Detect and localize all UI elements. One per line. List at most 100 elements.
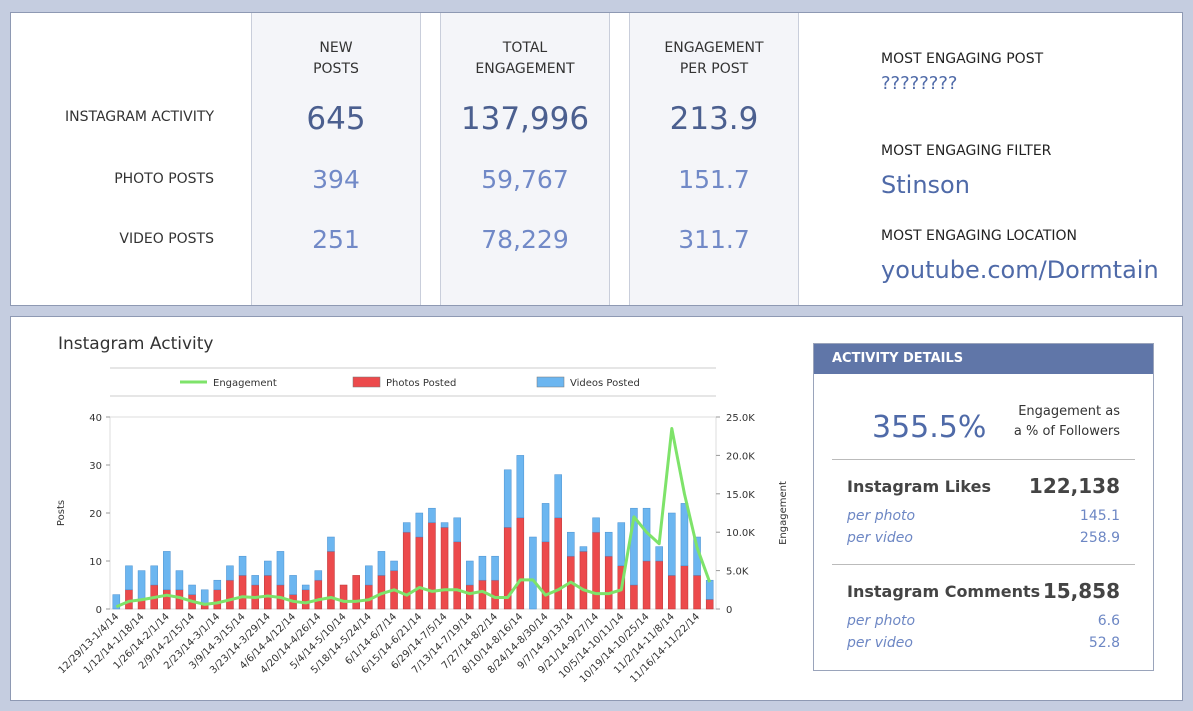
bar	[163, 551, 171, 591]
y2-tick-label: 10.0K	[726, 528, 755, 539]
line	[115, 427, 712, 609]
y-tick-label: 20	[89, 509, 102, 520]
bar	[541, 503, 550, 543]
bar	[125, 565, 133, 591]
bar	[453, 541, 461, 610]
bar	[630, 584, 638, 610]
rate-label-line: Engagement as	[1018, 404, 1120, 419]
bar	[693, 575, 701, 610]
bar	[579, 551, 588, 610]
rate-value: 355.5%	[872, 410, 987, 445]
bar	[541, 541, 550, 610]
row-value: 145.1	[1079, 508, 1120, 524]
bar	[554, 517, 562, 610]
highlight-label: MOST ENGAGING LOCATION	[881, 228, 1077, 244]
bar	[402, 522, 411, 533]
bar	[491, 579, 499, 610]
rate-label-line: a % of Followers	[1013, 424, 1120, 439]
bar	[314, 579, 323, 610]
plot-area	[109, 416, 717, 610]
bar	[478, 555, 487, 581]
row-labels: INSTAGRAM ACTIVITY PHOTO POSTS VIDEO POSTS	[11, 13, 214, 305]
bar	[213, 579, 222, 591]
row-label: per photo	[847, 508, 916, 524]
bar	[213, 589, 222, 610]
column-header: ENGAGEMENT PER POST	[630, 38, 798, 80]
metric-value: 59,767	[481, 165, 569, 194]
row-label: per video	[847, 530, 913, 546]
bar	[642, 560, 651, 610]
header-line: PER POST	[679, 61, 749, 77]
bar	[604, 531, 613, 557]
metric-value: 78,229	[481, 225, 569, 254]
bar	[402, 531, 411, 610]
legend-label: Photos Posted	[386, 378, 456, 389]
bar	[301, 589, 310, 610]
header-line: POSTS	[313, 61, 359, 77]
bar	[377, 551, 386, 576]
y2-tick-label: 0	[726, 605, 732, 616]
bar	[604, 555, 613, 610]
bar	[415, 536, 424, 610]
bar	[175, 570, 184, 591]
row-label: per video	[847, 635, 913, 651]
metric-value: 151.7	[678, 165, 750, 194]
bar	[668, 575, 676, 610]
bar	[314, 570, 323, 581]
bar	[163, 589, 171, 610]
bar	[264, 575, 272, 610]
y-tick-label: 10	[89, 557, 102, 568]
y2-tick-label: 25.0K	[726, 413, 755, 424]
summary-panel: INSTAGRAM ACTIVITY PHOTO POSTS VIDEO POSTS…	[10, 12, 1183, 306]
bar	[428, 522, 436, 610]
y2-tick-label: 15.0K	[726, 490, 755, 501]
row-value: 52.8	[1088, 635, 1120, 651]
metric-column: NEW POSTS 645 394 251	[251, 13, 421, 305]
metric-column: ENGAGEMENT PER POST 213.9 151.7 311.7	[629, 13, 799, 305]
metric-column: TOTAL ENGAGEMENT 137,996 59,767 78,229	[440, 13, 610, 305]
y-tick-label: 30	[89, 461, 102, 472]
legend-label: Videos Posted	[570, 378, 640, 389]
metric-value: 311.7	[678, 225, 750, 254]
bar	[453, 517, 461, 543]
y-tick-label: 40	[89, 413, 102, 424]
row-label: PHOTO POSTS	[114, 171, 214, 187]
bar	[226, 579, 234, 610]
bar	[579, 546, 588, 552]
legend-swatch	[536, 376, 565, 388]
bar	[251, 575, 259, 586]
legend-swatch	[352, 376, 381, 388]
metric-value: 213.9	[669, 101, 759, 137]
row-label: per photo	[847, 613, 916, 629]
bar	[617, 522, 626, 567]
y2-axis-label: Engagement	[778, 481, 789, 545]
row-value: 6.6	[1097, 613, 1120, 629]
bar	[264, 560, 272, 576]
bar	[390, 560, 398, 571]
separator	[832, 564, 1135, 565]
chart-title: Instagram Activity	[58, 334, 213, 354]
highlight-value: ????????	[881, 73, 958, 94]
bar	[705, 579, 714, 600]
bar	[428, 507, 436, 523]
metric-value: 394	[312, 165, 360, 194]
bar	[339, 584, 348, 610]
y2-tick-label: 5.0K	[726, 567, 749, 578]
bar	[200, 589, 209, 605]
rate-label: Engagement as a % of Followers	[1014, 402, 1120, 442]
highlight-label: MOST ENGAGING FILTER	[881, 143, 1052, 159]
bar	[440, 522, 449, 528]
row-value: 258.9	[1079, 530, 1120, 546]
bar	[503, 469, 512, 528]
bar	[516, 517, 525, 610]
bar	[680, 565, 689, 610]
section-title: Instagram Comments	[847, 582, 1041, 601]
bar	[276, 551, 285, 586]
bar	[466, 584, 474, 610]
highlight-label: MOST ENGAGING POST	[881, 51, 1044, 67]
bar	[226, 565, 234, 581]
bar	[238, 575, 247, 610]
metric-value: 645	[306, 101, 366, 137]
bar	[655, 560, 663, 610]
